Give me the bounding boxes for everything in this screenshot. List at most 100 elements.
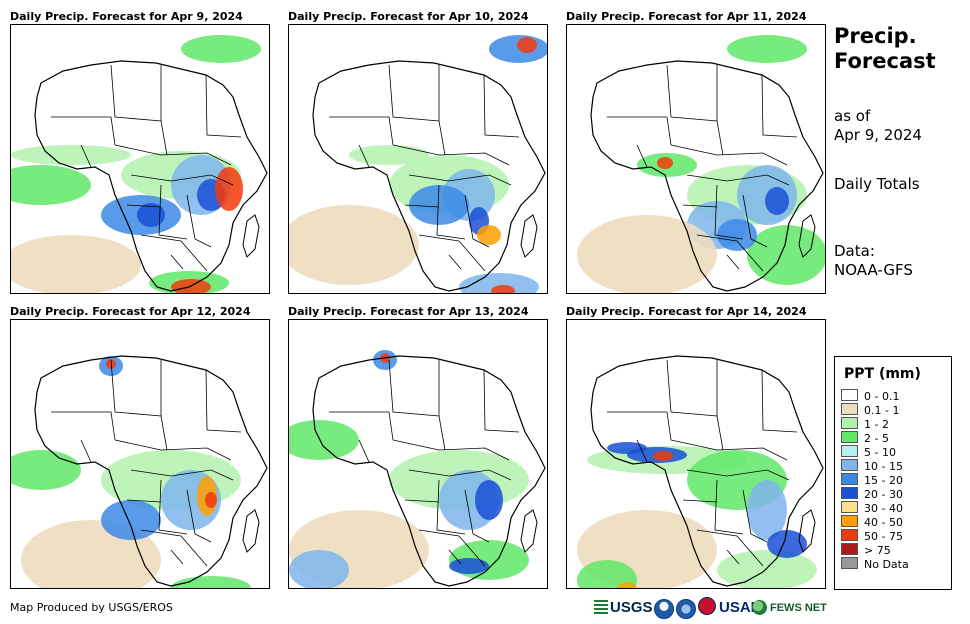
precip-area (727, 35, 807, 63)
precip-area (459, 273, 539, 293)
commerce-seal-icon (676, 599, 696, 619)
africa-coastline (590, 60, 824, 292)
legend-item: No Data (841, 557, 909, 571)
country-border (80, 439, 92, 463)
legend-title: PPT (mm) (844, 366, 921, 382)
country-border (114, 439, 232, 461)
precip-area (171, 576, 251, 588)
country-border (126, 499, 162, 503)
legend-label: 0 - 0.1 (864, 390, 900, 403)
africa-coastline (312, 355, 546, 587)
legend-label: 2 - 5 (864, 432, 889, 445)
fews-net-logo: FEWS NET (752, 597, 827, 619)
precip-area (11, 235, 141, 293)
legend-item: 0 - 0.1 (841, 389, 899, 403)
africa-precip-map-graphic (289, 25, 547, 293)
country-border (205, 74, 242, 138)
precip-area (137, 203, 165, 227)
as-of-label: as of (834, 107, 871, 125)
legend-item: 15 - 20 (841, 473, 903, 487)
precip-area (289, 420, 359, 460)
as-of-date: as of Apr 9, 2024 (834, 107, 922, 145)
precip-map (10, 24, 270, 294)
country-border (51, 116, 116, 146)
legend-item: 10 - 15 (841, 459, 903, 473)
country-border (392, 144, 510, 166)
totals-label: Daily Totals (834, 175, 920, 193)
precip-map (288, 319, 548, 589)
legend-label: 10 - 15 (864, 460, 903, 473)
precip-area (11, 145, 131, 165)
country-border (742, 194, 768, 248)
precip-area (747, 225, 825, 285)
africa-precip-map-graphic (11, 25, 269, 293)
usgs-wave-icon (594, 600, 608, 614)
usaid-seal-icon (698, 597, 716, 615)
precip-area (475, 480, 503, 520)
madagascar-outline (798, 214, 816, 258)
africa-coastline (34, 60, 268, 292)
country-border (186, 489, 212, 543)
africa-coastline (34, 355, 268, 587)
country-border (130, 174, 234, 186)
precip-area (747, 480, 787, 540)
legend-item: > 75 (841, 543, 891, 557)
legend-swatch (841, 487, 858, 499)
legend-label: 15 - 20 (864, 474, 903, 487)
legend-item: 40 - 50 (841, 515, 903, 529)
country-border (418, 234, 486, 272)
precip-map (566, 319, 826, 589)
country-border (158, 184, 188, 240)
legend-label: 30 - 40 (864, 502, 903, 515)
country-border (686, 174, 790, 186)
panel-title: Daily Precip. Forecast for Apr 9, 2024 (10, 10, 243, 23)
legend-swatch (841, 431, 858, 443)
precip-area (215, 167, 243, 211)
data-source-value: NOAA-GFS (834, 261, 913, 279)
country-border (464, 489, 490, 543)
partner-logos: USGS USAID FEWS NET (594, 597, 834, 621)
precip-area (717, 219, 757, 251)
precip-area (577, 560, 637, 588)
precip-area (517, 37, 537, 53)
legend-swatch (841, 459, 858, 471)
legend-label: 5 - 10 (864, 446, 896, 459)
country-border (761, 369, 798, 433)
country-border (140, 234, 208, 272)
country-border (607, 116, 672, 146)
africa-precip-map-graphic (289, 320, 547, 588)
legend-swatch (841, 403, 858, 415)
country-border (170, 549, 184, 565)
precip-area (181, 35, 261, 63)
main-title: Precip. Forecast (834, 24, 936, 74)
country-border (358, 144, 370, 168)
legend-swatch (841, 445, 858, 457)
country-border (110, 359, 168, 451)
precip-area (205, 492, 217, 508)
precip-area (657, 157, 673, 169)
legend-item: 2 - 5 (841, 431, 889, 445)
legend-item: 20 - 30 (841, 487, 903, 501)
country-border (404, 204, 440, 208)
country-border (448, 549, 462, 565)
country-border (388, 359, 446, 451)
precip-area (491, 285, 515, 293)
country-border (726, 254, 740, 270)
legend-item: 1 - 2 (841, 417, 889, 431)
precip-area (11, 165, 91, 205)
title-line-2: Forecast (834, 49, 936, 73)
country-border (170, 254, 184, 270)
africa-precip-map-graphic (567, 25, 825, 293)
globe-icon (752, 600, 767, 615)
panel-title: Daily Precip. Forecast for Apr 11, 2024 (566, 10, 807, 23)
precip-area (449, 558, 489, 574)
precip-area (717, 550, 817, 588)
precip-map (10, 319, 270, 589)
panel-title: Daily Precip. Forecast for Apr 13, 2024 (288, 305, 529, 318)
precip-area (349, 145, 429, 165)
africa-coastline (312, 60, 546, 292)
country-border (666, 64, 724, 156)
legend-label: > 75 (864, 544, 891, 557)
legend-label: 0.1 - 1 (864, 404, 900, 417)
